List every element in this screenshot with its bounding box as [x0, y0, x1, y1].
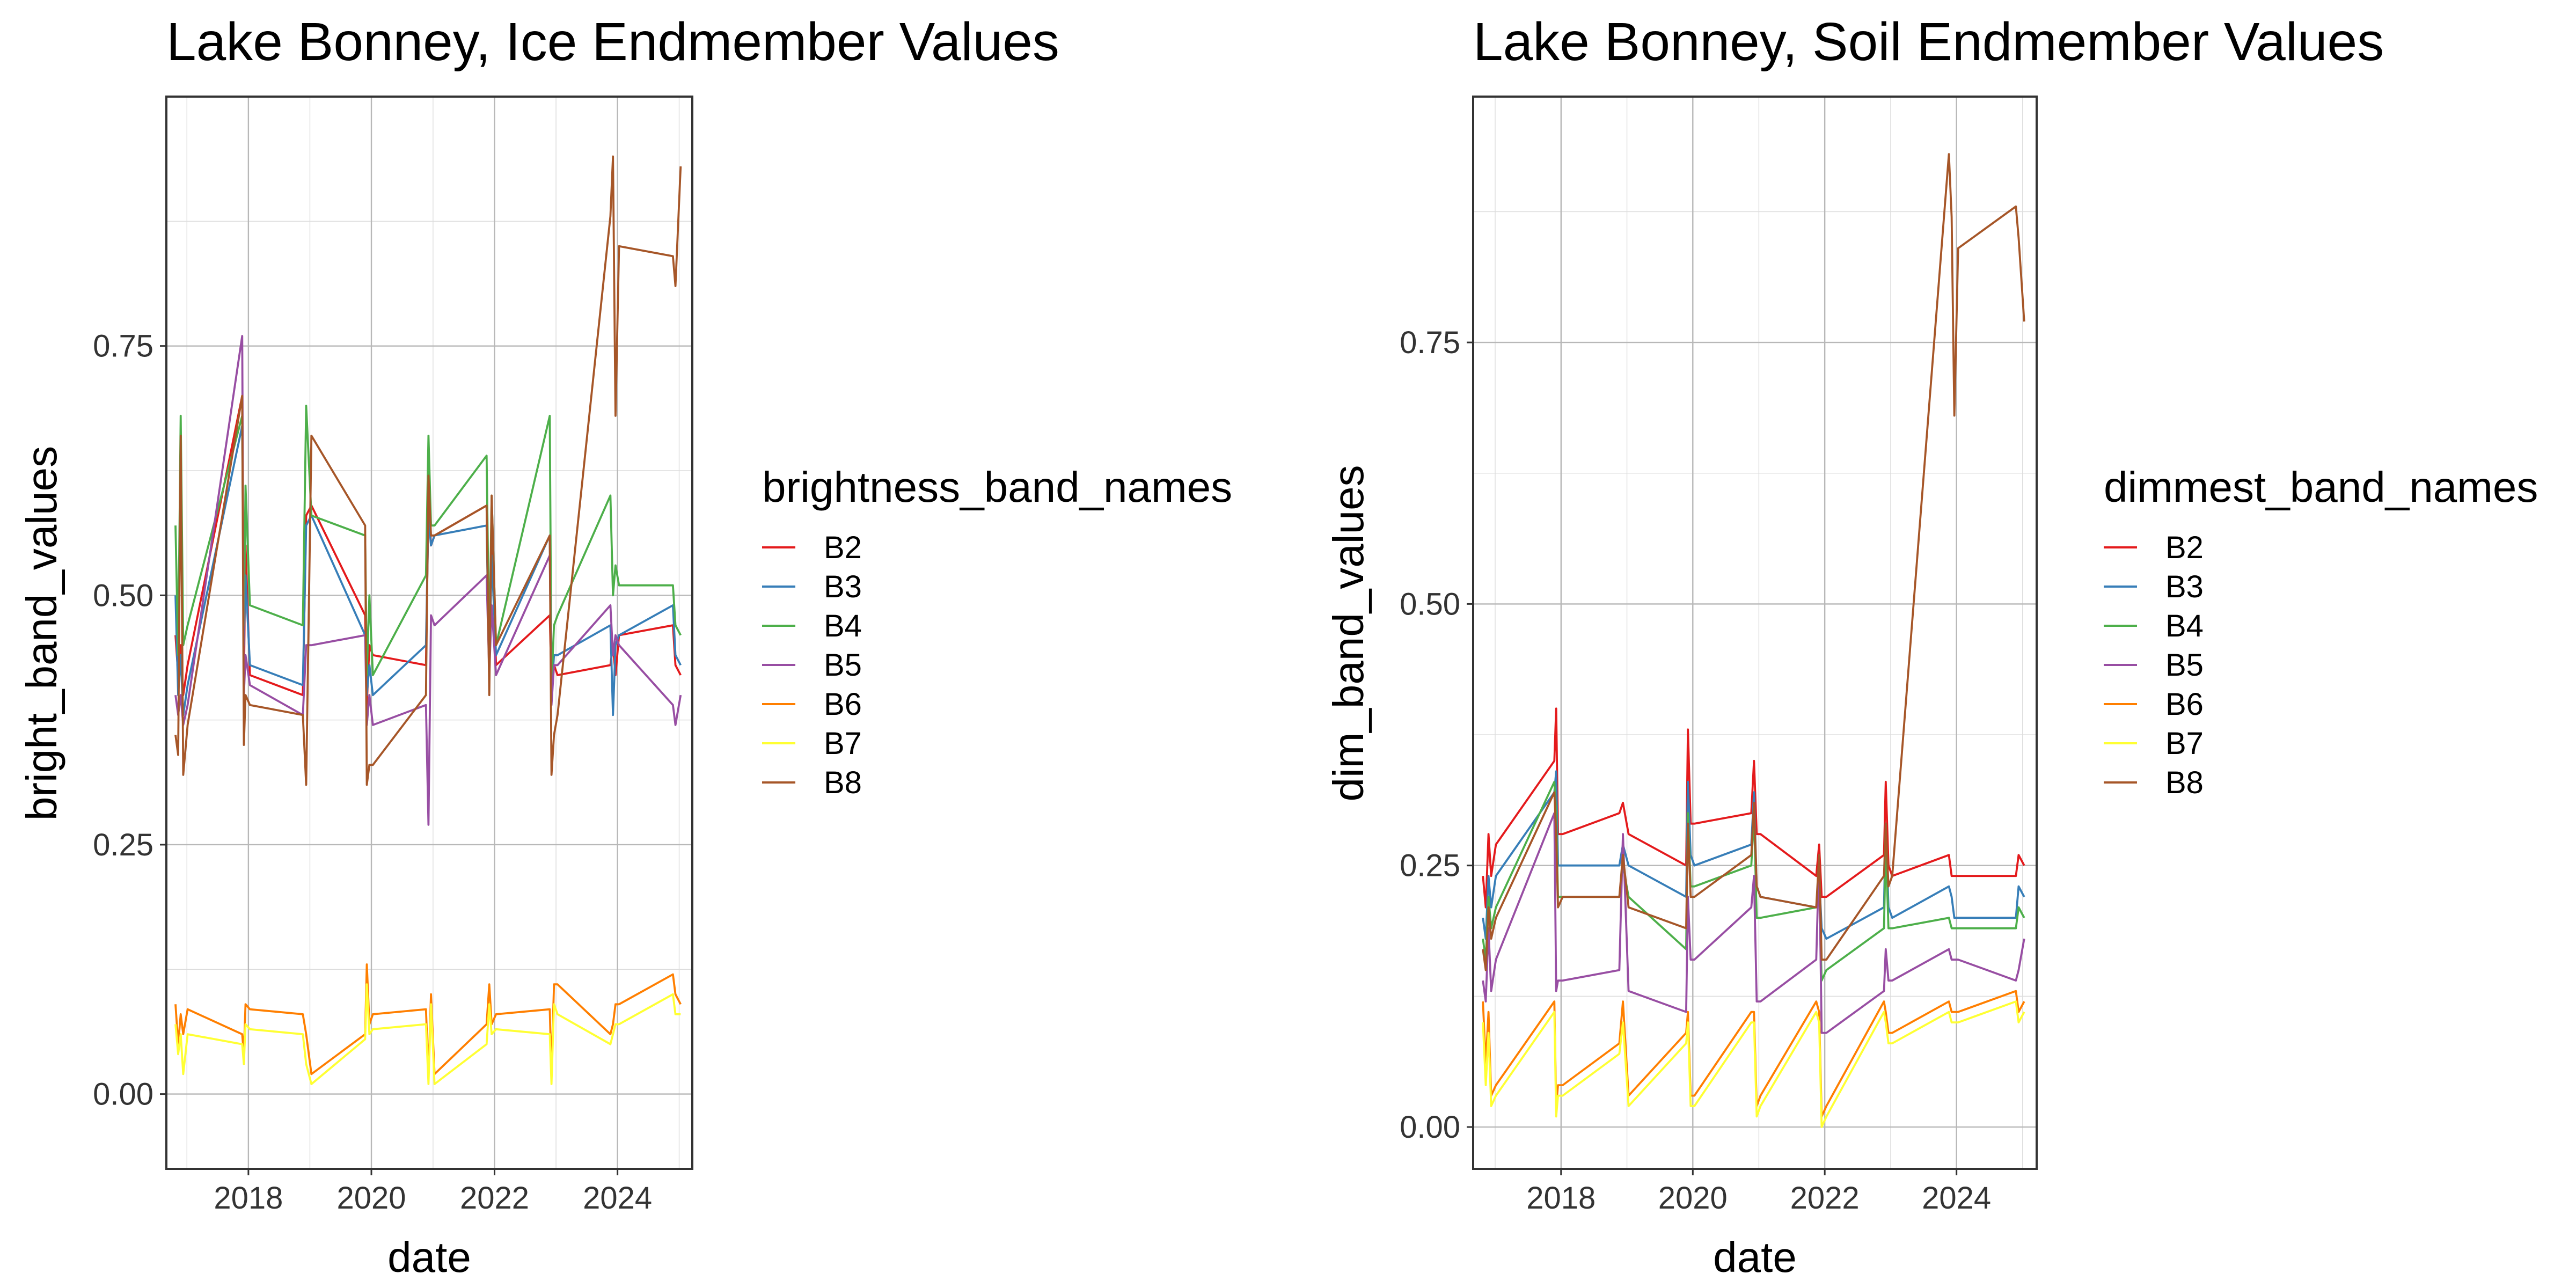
legend-item-b7: B7	[2104, 726, 2204, 761]
soil-legend-title: dimmest_band_names	[2104, 463, 2538, 511]
ice-plot-series	[174, 155, 682, 1085]
legend-label: B8	[824, 765, 862, 800]
x-tick-label: 2024	[1922, 1181, 1991, 1216]
legend-label: B4	[824, 609, 862, 643]
soil-y-axis-title: dim_band_values	[1324, 465, 1372, 801]
soil-legend: dimmest_band_names B2 B3 B4 B5 B6 B7 B8	[2104, 463, 2538, 800]
x-tick-label: 2022	[1790, 1181, 1860, 1216]
y-tick-label: 0.25	[1400, 848, 1460, 883]
legend-item-b5: B5	[2104, 648, 2204, 683]
series-line-b8	[174, 155, 682, 786]
ice-y-axis: 0.00 0.25 0.50 0.75	[93, 329, 166, 1112]
legend-label: B7	[824, 726, 862, 761]
legend-item-b2: B2	[762, 530, 862, 565]
series-line-b2	[1482, 707, 2025, 909]
legend-label: B7	[2165, 726, 2204, 761]
legend-label: B2	[824, 530, 862, 565]
y-tick-label: 0.25	[93, 828, 153, 862]
legend-label: B8	[2165, 765, 2204, 800]
soil-x-axis-title: date	[1713, 1233, 1797, 1281]
legend-label: B6	[2165, 687, 2204, 722]
legend-item-b2: B2	[2104, 530, 2204, 565]
y-tick-label: 0.75	[93, 329, 153, 364]
legend-label: B2	[2165, 530, 2204, 565]
legend-label: B4	[2165, 609, 2204, 643]
ice-plot-panel	[165, 96, 693, 1170]
legend-label: B5	[824, 648, 862, 683]
ice-chart: Lake Bonney, Ice Endmember Values 0.000.…	[18, 12, 1232, 1281]
legend-label: B6	[824, 687, 862, 722]
ice-legend: brightness_band_names B2 B3 B4 B5 B6 B7 B8	[762, 463, 1232, 800]
legend-item-b5: B5	[762, 648, 862, 683]
ice-x-axis-title: date	[387, 1233, 471, 1281]
soil-plot-panel	[1472, 96, 2038, 1170]
y-tick-label: 0.50	[93, 578, 153, 613]
legend-item-b6: B6	[762, 687, 862, 722]
ice-y-axis-title: bright_band_values	[18, 446, 65, 821]
series-line-b3	[1482, 770, 2025, 940]
legend-item-b6: B6	[2104, 687, 2204, 722]
x-tick-label: 2020	[1658, 1181, 1728, 1216]
series-line-b7	[1482, 1000, 2025, 1128]
x-tick-label: 2020	[337, 1181, 406, 1216]
legend-item-b3: B3	[762, 569, 862, 604]
legend-label: B3	[824, 569, 862, 604]
legend-item-b3: B3	[2104, 569, 2204, 604]
legend-item-b4: B4	[2104, 609, 2204, 643]
x-tick-label: 2024	[583, 1181, 652, 1216]
series-line-b5	[1482, 812, 2025, 1034]
legend-item-b7: B7	[762, 726, 862, 761]
legend-label: B3	[2165, 569, 2204, 604]
ice-chart-title: Lake Bonney, Ice Endmember Values	[166, 12, 1059, 72]
legend-label: B5	[2165, 648, 2204, 683]
y-tick-label: 0.75	[1400, 325, 1460, 360]
soil-chart: Lake Bonney, Soil Endmember Values 0.000…	[1324, 12, 2538, 1281]
y-tick-label: 0.00	[1400, 1110, 1460, 1145]
soil-x-axis: 2018 2020 2022 2024	[1526, 1169, 1991, 1216]
x-tick-label: 2018	[214, 1181, 283, 1216]
soil-plot-series	[1482, 153, 2025, 1128]
x-tick-label: 2018	[1526, 1181, 1596, 1216]
x-tick-label: 2022	[460, 1181, 529, 1216]
legend-item-b8: B8	[762, 765, 862, 800]
series-line-b6	[1482, 990, 2025, 1118]
series-line-b8	[1482, 153, 2025, 971]
series-line-b7	[174, 983, 681, 1085]
soil-chart-title: Lake Bonney, Soil Endmember Values	[1473, 12, 2384, 72]
y-tick-label: 0.50	[1400, 587, 1460, 621]
ice-x-axis: 2018 2020 2022 2024	[214, 1169, 652, 1216]
ice-legend-title: brightness_band_names	[762, 463, 1232, 511]
legend-item-b4: B4	[762, 609, 862, 643]
y-tick-label: 0.00	[93, 1077, 153, 1112]
legend-item-b8: B8	[2104, 765, 2204, 800]
soil-y-axis: 0.00 0.25 0.50 0.75	[1400, 325, 1473, 1145]
